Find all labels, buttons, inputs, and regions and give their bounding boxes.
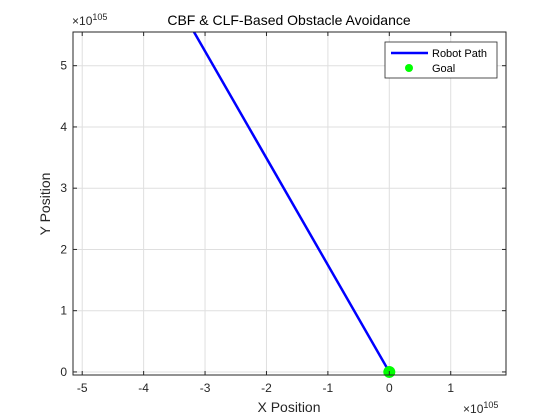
y-tick-label: 3 — [60, 181, 67, 195]
x-tick-label: -3 — [200, 381, 211, 395]
y-multiplier-exponent: 105 — [92, 12, 107, 22]
legend-goal-swatch — [405, 64, 413, 72]
chart-title: CBF & CLF-Based Obstacle Avoidance — [167, 12, 411, 28]
legend-goal-label: Goal — [432, 63, 455, 75]
y-tick-label: 1 — [60, 304, 67, 318]
x-tick-labels: -5 -4 -3 -2 -1 0 1 — [77, 381, 455, 395]
x-tick-label: 0 — [386, 381, 393, 395]
x-tick-label: -5 — [77, 381, 88, 395]
axes-background — [73, 32, 506, 375]
legend: Robot Path Goal — [384, 41, 498, 79]
y-multiplier-base: 10 — [79, 14, 93, 28]
x-tick-label: -2 — [261, 381, 272, 395]
x-tick-label: -1 — [323, 381, 334, 395]
x-tick-label: -4 — [138, 381, 149, 395]
y-tick-label: 2 — [60, 242, 67, 256]
x-multiplier-base: 10 — [470, 402, 484, 416]
x-axis-label: X Position — [257, 399, 320, 415]
y-tick-label: 5 — [60, 59, 67, 73]
robot-path-line — [192, 31, 391, 373]
ticks — [73, 32, 506, 375]
legend-robot-path-label: Robot Path — [432, 48, 487, 60]
x-multiplier-exponent: 105 — [483, 400, 498, 410]
x-tick-label: 1 — [447, 381, 454, 395]
y-tick-label: 4 — [60, 120, 67, 134]
y-axis-label: Y Position — [37, 173, 53, 236]
legend-box — [384, 41, 498, 79]
y-tick-labels: 0 1 2 3 4 5 — [60, 59, 67, 379]
y-axis-multiplier: ×10105 — [72, 12, 107, 28]
x-multiplier-prefix: × — [463, 402, 470, 416]
axes-box — [72, 31, 507, 376]
y-multiplier-prefix: × — [72, 14, 79, 28]
y-tick-label: 0 — [60, 365, 67, 379]
x-axis-multiplier: ×10105 — [463, 400, 498, 416]
